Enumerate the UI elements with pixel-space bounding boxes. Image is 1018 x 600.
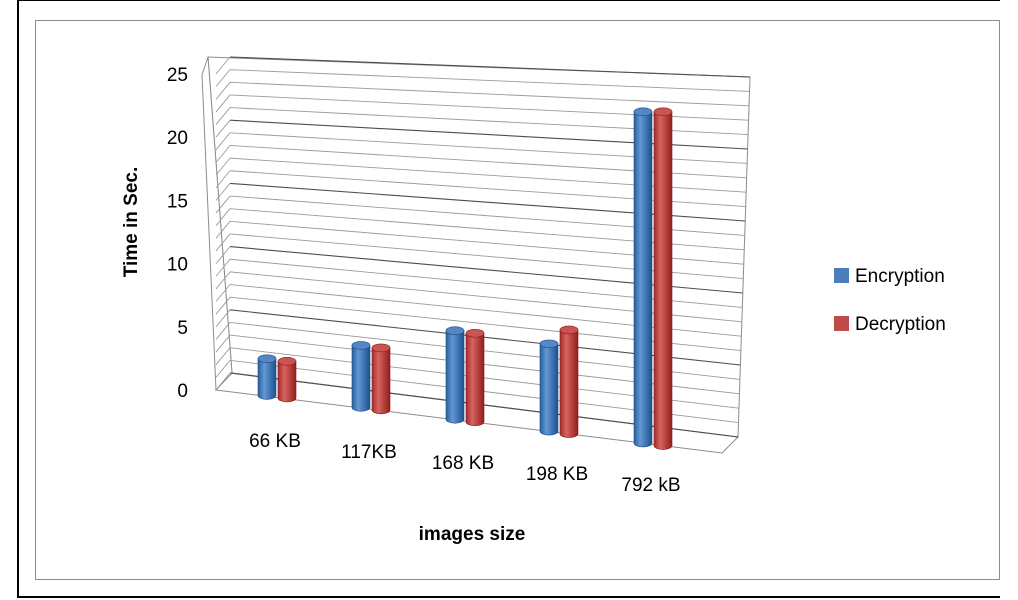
side-gridline <box>215 208 231 226</box>
side-gridline <box>215 183 231 201</box>
side-gridline <box>215 334 231 353</box>
side-gridline <box>215 69 231 87</box>
bar-body <box>445 330 465 424</box>
side-gridline <box>215 233 231 252</box>
bar-top <box>465 328 485 338</box>
x-axis-ticks: 66 KB 117KB 168 KB 198 KB 792 kB <box>249 431 680 496</box>
bar-decryption-4 <box>653 107 673 450</box>
side-gridline <box>215 81 231 100</box>
bar-top <box>351 341 371 350</box>
bar-encryption-2 <box>445 326 465 424</box>
y-axis-ticks: 0 5 10 15 20 25 <box>167 65 188 402</box>
gridline-minor <box>229 81 750 107</box>
bar-decryption-2 <box>465 328 485 427</box>
y-axis-label: Time in Sec. <box>121 167 142 278</box>
side-gridline <box>215 119 231 138</box>
bar-top <box>277 357 297 366</box>
bar-decryption-3 <box>559 325 579 438</box>
y-tick-label: 5 <box>177 318 188 339</box>
x-tick-label: 117KB <box>341 442 397 463</box>
y-tick-label: 10 <box>167 255 188 276</box>
bar-top <box>653 107 673 117</box>
bar-encryption-0 <box>257 354 277 400</box>
legend: Encryption Decryption <box>834 266 946 335</box>
x-axis-label: images size <box>419 524 526 545</box>
y-tick-label: 0 <box>177 381 188 402</box>
bar-body <box>653 111 673 450</box>
side-gridline <box>215 132 231 151</box>
bar-body <box>539 343 559 436</box>
side-gridline <box>215 322 231 340</box>
x-tick-label: 198 KB <box>526 464 588 485</box>
gridline-major <box>229 56 751 78</box>
bar-body <box>465 332 485 427</box>
bar-body <box>633 111 653 448</box>
side-gridline <box>215 157 231 176</box>
bar-encryption-3 <box>539 339 559 436</box>
bar-top <box>559 325 579 335</box>
bar-top <box>371 343 391 353</box>
bars <box>257 107 673 450</box>
side-gridline <box>215 107 231 125</box>
bar-top <box>257 354 277 364</box>
side-gridline <box>215 296 231 315</box>
side-gridline <box>215 246 231 264</box>
legend-swatch-encryption <box>834 268 849 283</box>
x-tick-label: 168 KB <box>432 453 494 474</box>
bar-encryption-4 <box>633 107 653 448</box>
side-gridline <box>215 56 231 75</box>
side-gridline <box>215 347 231 366</box>
legend-label-encryption: Encryption <box>855 266 945 287</box>
side-gridline <box>215 94 231 113</box>
bar-body <box>277 361 297 403</box>
bar-decryption-0 <box>277 357 297 403</box>
side-gridline <box>215 271 231 290</box>
bar-body <box>351 345 371 412</box>
page-frame <box>17 0 1000 598</box>
bar-body <box>371 347 391 415</box>
bar-top <box>445 326 465 336</box>
y-tick-label: 20 <box>167 128 188 149</box>
x-tick-label: 792 kB <box>621 475 680 496</box>
side-gridline <box>215 145 231 163</box>
bar-top <box>539 339 559 349</box>
bar-top <box>633 107 653 117</box>
side-gridline <box>215 284 231 302</box>
bar-body <box>559 329 579 438</box>
legend-swatch-decryption <box>834 316 849 331</box>
y-tick-label: 25 <box>167 65 188 86</box>
bar-body <box>257 358 277 400</box>
side-gridline <box>215 221 231 239</box>
x-tick-label: 66 KB <box>249 431 301 452</box>
chart-area <box>35 20 1000 580</box>
side-gridline <box>215 309 231 328</box>
side-gridline <box>215 195 231 214</box>
bar-encryption-1 <box>351 341 371 412</box>
side-gridline <box>215 360 231 378</box>
y-tick-label: 15 <box>167 191 188 212</box>
side-gridline <box>215 170 231 189</box>
side-gridline <box>215 372 231 391</box>
legend-label-decryption: Decryption <box>855 314 946 335</box>
bar-decryption-1 <box>371 343 391 415</box>
gridline-minor <box>229 69 750 92</box>
side-gridline <box>215 258 231 277</box>
